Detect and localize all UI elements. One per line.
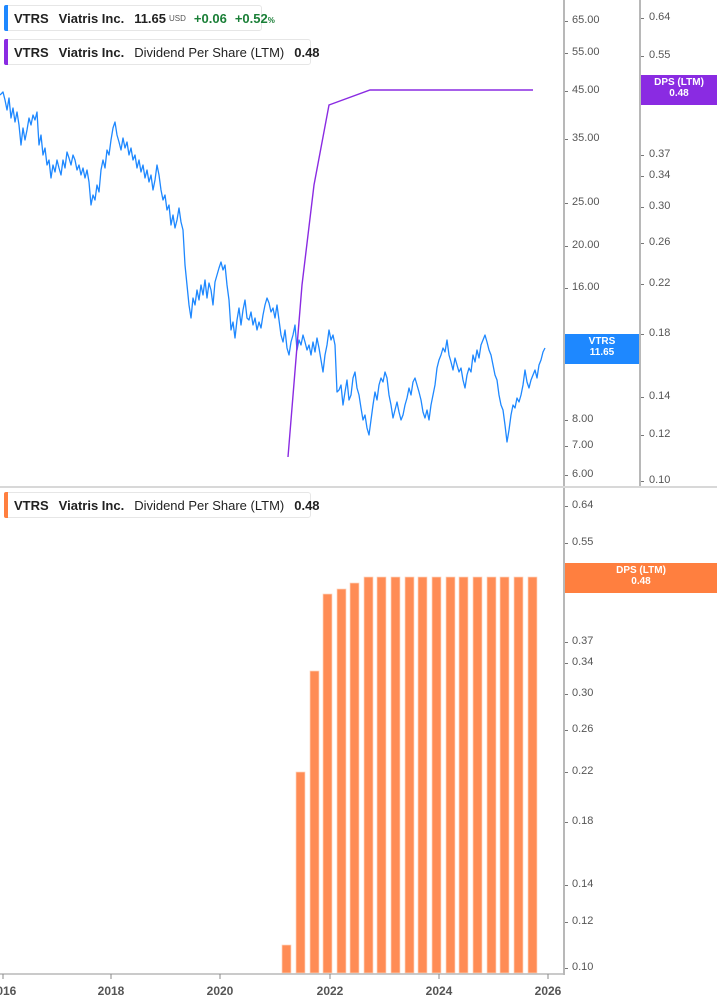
dps-tag-value: 0.48 — [631, 576, 651, 587]
price-axis-line — [563, 0, 565, 486]
legend-company-name: Viatris Inc. — [58, 10, 125, 26]
dps-bottom-last-value-tag: DPS (LTM) 0.48 — [565, 563, 717, 593]
price-axis-tick: 20.00 — [572, 239, 600, 251]
dps-axis-tick: 0.22 — [649, 277, 671, 289]
price-axis-tick: 45.00 — [572, 84, 600, 96]
dps-line-legend[interactable]: VTRS Viatris Inc. Dividend Per Share (LT… — [4, 39, 320, 65]
price-tag-ticker: VTRS — [588, 336, 616, 347]
dps-bar[interactable] — [404, 576, 415, 974]
price-axis-tick: 8.00 — [572, 413, 594, 425]
legend-value: 0.48 — [294, 44, 320, 60]
dps-tag-value: 0.48 — [669, 88, 689, 99]
x-axis-tick: 2020 — [206, 984, 234, 998]
dps-axis-tick: 0.14 — [649, 390, 671, 402]
price-axis-tick: 55.00 — [572, 46, 600, 58]
dps-bar[interactable] — [376, 576, 387, 974]
dps-bar[interactable] — [458, 576, 469, 974]
price-legend[interactable]: VTRS Viatris Inc. 11.65 USD +0.06 +0.52% — [4, 5, 275, 31]
legend-metric: Dividend Per Share (LTM) — [134, 44, 285, 60]
legend-metric: Dividend Per Share (LTM) — [134, 497, 285, 513]
dps-bars — [281, 576, 538, 974]
legend-ticker: VTRS — [14, 10, 49, 26]
price-axis-tick: 16.00 — [572, 281, 600, 293]
x-axis-tick: 2024 — [425, 984, 453, 998]
dps-axis-tick: 0.12 — [572, 915, 594, 927]
x-axis-tick: 2016 — [0, 984, 17, 998]
dps-axis-tick: 0.18 — [649, 327, 671, 339]
dps-bar[interactable] — [363, 576, 374, 974]
price-tag-value: 11.65 — [589, 347, 615, 358]
dps-bar[interactable] — [295, 771, 306, 974]
dps-axis-tick: 0.10 — [572, 961, 594, 973]
dps-bar[interactable] — [281, 944, 292, 974]
dps-bar[interactable] — [472, 576, 483, 974]
panel-separator[interactable] — [0, 486, 717, 488]
dps-line — [287, 89, 533, 458]
dps-bar[interactable] — [527, 576, 538, 974]
legend-ticker: VTRS — [14, 497, 49, 513]
dps-bar[interactable] — [431, 576, 442, 974]
dps-bar[interactable] — [486, 576, 497, 974]
dps-axis-tick: 0.10 — [649, 474, 671, 486]
dps-axis-tick: 0.34 — [649, 169, 671, 181]
price-axis-tick: 25.00 — [572, 196, 600, 208]
price-line — [0, 91, 546, 443]
dps-axis-tick: 0.34 — [572, 656, 594, 668]
dps-bar[interactable] — [390, 576, 401, 974]
x-axis-tick: 2018 — [97, 984, 125, 998]
legend-ticker: VTRS — [14, 44, 49, 60]
dps-axis-tick: 0.30 — [572, 687, 594, 699]
legend-change: +0.06 — [193, 10, 227, 26]
dps-axis-tick: 0.64 — [572, 499, 594, 511]
dps-axis-tick: 0.14 — [572, 878, 594, 890]
dps-bar[interactable] — [349, 582, 360, 974]
dps-bar[interactable] — [417, 576, 428, 974]
legend-company-name: Viatris Inc. — [58, 497, 125, 513]
dps-top-last-value-tag: DPS (LTM) 0.48 — [641, 75, 717, 105]
dps-axis-tick: 0.64 — [649, 11, 671, 23]
price-series-color — [4, 5, 8, 31]
dps-axis-tick: 0.12 — [649, 428, 671, 440]
dps-axis-tick: 0.22 — [572, 765, 594, 777]
dps-bar[interactable] — [499, 576, 510, 974]
dps-tag-label: DPS (LTM) — [654, 77, 704, 88]
x-axis-tick: 2026 — [534, 984, 562, 998]
price-axis-tick: 7.00 — [572, 439, 594, 451]
legend-currency: USD — [169, 13, 186, 23]
dps-bar[interactable] — [322, 593, 333, 974]
legend-change-pct: +0.52% — [234, 10, 275, 26]
legend-price: 11.65 — [134, 10, 167, 26]
price-axis-tick: 35.00 — [572, 132, 600, 144]
dps-bar[interactable] — [309, 670, 320, 974]
price-last-value-tag: VTRS 11.65 — [565, 334, 639, 364]
legend-value: 0.48 — [294, 497, 320, 513]
dps-bar[interactable] — [336, 588, 347, 974]
x-axis-tick: 2022 — [316, 984, 344, 998]
dps-line-series-color — [4, 39, 8, 65]
dps-bar[interactable] — [513, 576, 524, 974]
dps-bars-series-color — [4, 492, 8, 518]
dps-bars-legend[interactable]: VTRS Viatris Inc. Dividend Per Share (LT… — [4, 492, 320, 518]
dps-axis-tick: 0.30 — [649, 200, 671, 212]
dps-bottom-axis-line — [563, 488, 565, 975]
price-axis-tick: 6.00 — [572, 468, 594, 480]
price-axis-tick: 65.00 — [572, 14, 600, 26]
legend-company-name: Viatris Inc. — [58, 44, 125, 60]
dps-axis-tick: 0.26 — [649, 236, 671, 248]
dps-axis-tick: 0.55 — [649, 49, 671, 61]
dps-axis-tick: 0.37 — [649, 148, 671, 160]
dps-bar[interactable] — [445, 576, 456, 974]
dps-axis-tick: 0.18 — [572, 815, 594, 827]
dps-axis-tick: 0.26 — [572, 723, 594, 735]
dps-tag-label: DPS (LTM) — [616, 565, 666, 576]
dps-axis-tick: 0.37 — [572, 635, 594, 647]
dps-top-axis-line — [639, 0, 641, 486]
dps-axis-tick: 0.55 — [572, 536, 594, 548]
